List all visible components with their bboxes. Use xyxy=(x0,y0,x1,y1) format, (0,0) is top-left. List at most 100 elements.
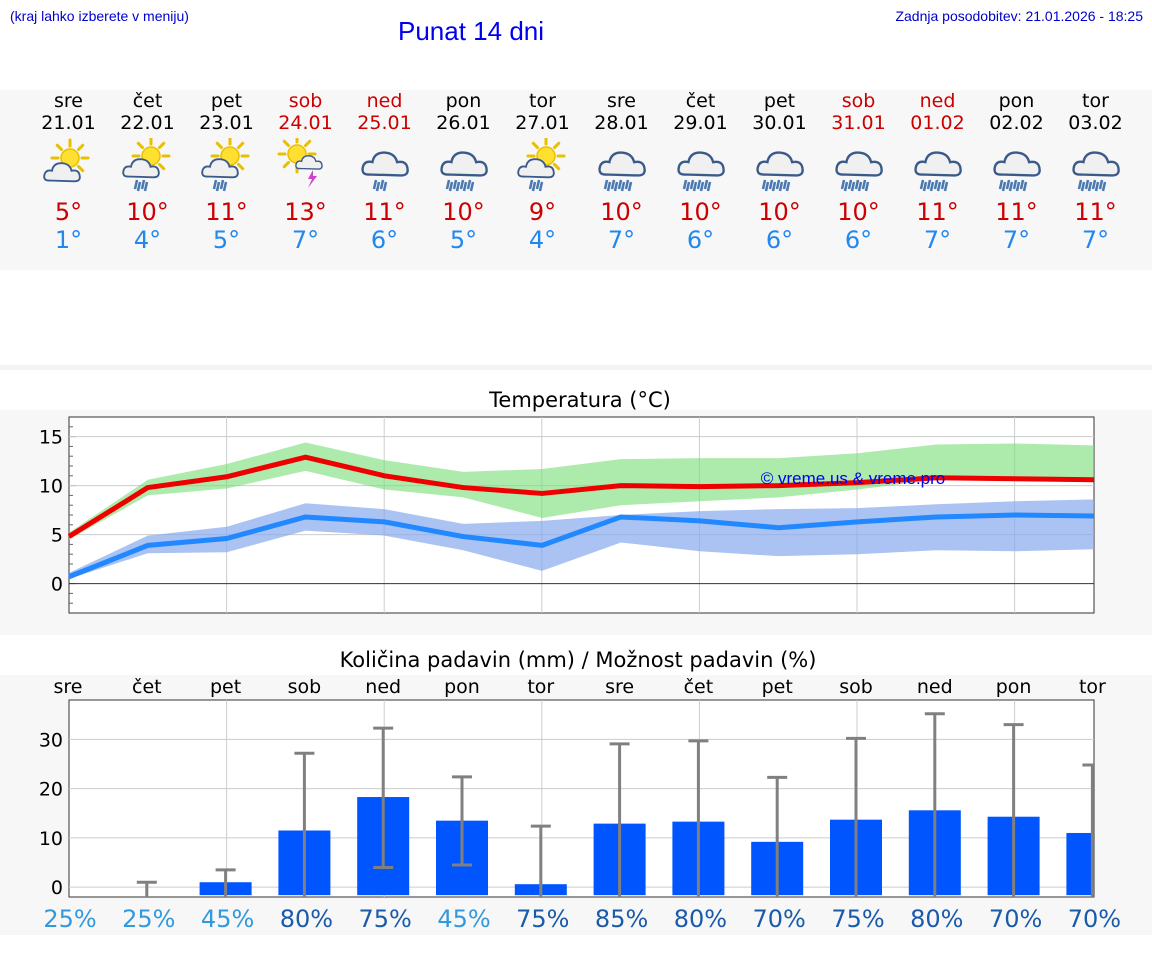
x-tick-label: pon xyxy=(444,676,480,698)
min-temp: 4° xyxy=(133,226,162,254)
rain-drop xyxy=(782,179,787,190)
day-forecast: ned 01.02 11° 7° xyxy=(898,90,977,254)
sun-ray xyxy=(136,141,144,150)
rain-drop xyxy=(692,181,697,192)
rain-drop xyxy=(775,179,780,190)
cloud xyxy=(360,151,409,177)
cloud-heavy-rain-icon xyxy=(1071,151,1120,192)
day-name: ned xyxy=(366,90,403,112)
cloud xyxy=(439,151,488,177)
sun-cloud-rain-icon xyxy=(200,138,249,192)
rain-drop xyxy=(922,181,927,192)
precip-bar xyxy=(1066,832,1094,896)
day-name: ned xyxy=(919,90,956,112)
cloud-heavy-rain-icon xyxy=(755,151,804,192)
rain-drop xyxy=(771,181,776,192)
precip-probability: 85% xyxy=(595,905,648,933)
day-forecast: pon 02.02 11° 7° xyxy=(977,90,1056,254)
max-temp: 11° xyxy=(916,198,959,226)
rain-drop xyxy=(455,181,460,192)
sun-ray xyxy=(236,162,244,171)
rain-drop xyxy=(222,181,227,192)
day-forecast: čet 22.01 10° 4° xyxy=(108,90,187,254)
sun-ray xyxy=(282,139,290,148)
max-temp: 9° xyxy=(528,198,557,226)
min-temp: 5° xyxy=(449,226,478,254)
x-tick-label: sob xyxy=(839,676,873,698)
day-date: 02.02 xyxy=(989,112,1044,134)
sun-cloud-thunder-icon xyxy=(277,138,323,188)
cloud-shape xyxy=(200,158,239,179)
sun xyxy=(50,138,89,178)
min-temp: 5° xyxy=(212,226,241,254)
sun-cloud-rain-icon xyxy=(121,138,170,192)
y-tick-label: 20 xyxy=(39,779,63,801)
max-temp: 11° xyxy=(363,198,406,226)
precip-probability: 45% xyxy=(437,905,490,933)
cloud xyxy=(294,155,323,170)
sun-ray xyxy=(76,164,84,173)
max-temp: 10° xyxy=(679,198,722,226)
day-name: čet xyxy=(132,90,163,112)
rain-drop xyxy=(1019,179,1024,190)
rain-drop xyxy=(933,179,938,190)
max-temp: 11° xyxy=(995,198,1038,226)
rain-drop xyxy=(785,181,790,192)
precip-probability: 80% xyxy=(910,905,963,933)
rain-drop xyxy=(448,181,453,192)
sun-cloud-rain-icon xyxy=(516,138,565,192)
sun-ray xyxy=(552,162,560,171)
cloud-shape xyxy=(834,151,883,177)
x-tick-label: pet xyxy=(762,676,793,698)
rain-drop xyxy=(1094,181,1099,192)
cloud-rain-icon xyxy=(360,151,409,192)
rain-drop xyxy=(864,181,869,192)
cloud-shape xyxy=(913,151,962,177)
max-temp: 13° xyxy=(284,198,327,226)
precip-probability: 25% xyxy=(43,905,96,933)
cloud-shape xyxy=(121,158,160,179)
day-forecast: ned 25.01 11° 6° xyxy=(345,90,424,254)
rain-drop xyxy=(133,179,138,190)
rain-drop xyxy=(613,181,618,192)
sun-ray xyxy=(157,162,165,171)
precip-probability: 75% xyxy=(359,905,412,933)
rain-drop xyxy=(459,179,464,190)
min-temp: 6° xyxy=(370,226,399,254)
day-name: čet xyxy=(685,90,716,112)
rain-drop xyxy=(1077,179,1082,190)
min-temp: 7° xyxy=(291,226,320,254)
rain-drop xyxy=(1005,179,1010,190)
cloud xyxy=(597,151,646,177)
max-temp-line xyxy=(67,454,1095,539)
rain-drop xyxy=(140,179,145,190)
rain-drop xyxy=(850,181,855,192)
day-date: 27.01 xyxy=(515,112,570,134)
rain-drop xyxy=(379,179,384,190)
x-tick-label: čet xyxy=(684,676,714,698)
temperature-chart: Temperatura (°C) 0 5 10 15 © vreme.us & vreme… xyxy=(0,388,1152,635)
sun-ray xyxy=(531,141,539,150)
page-title: Punat 14 dni xyxy=(398,16,545,46)
min-temp: 4° xyxy=(528,226,557,254)
rain-drop xyxy=(936,181,941,192)
y-tick-label: 0 xyxy=(51,877,63,899)
precip-probability: 70% xyxy=(989,905,1042,933)
day-name: sre xyxy=(54,90,83,112)
x-tick-label: ned xyxy=(365,676,401,698)
sun-ray xyxy=(55,143,63,152)
max-temp: 10° xyxy=(600,198,643,226)
rain-drop xyxy=(610,179,615,190)
day-date: 31.01 xyxy=(831,112,886,134)
rain-drop xyxy=(1084,179,1089,190)
rain-drop xyxy=(627,181,632,192)
cloud-heavy-rain-icon xyxy=(597,151,646,192)
min-temp: 7° xyxy=(1002,226,1031,254)
rain-drop xyxy=(682,179,687,190)
x-tick-label: sob xyxy=(288,676,322,698)
cloud-shape xyxy=(294,155,323,170)
rain-drop xyxy=(943,181,948,192)
day-name: sre xyxy=(607,90,636,112)
rain-drop xyxy=(1098,179,1103,190)
rain-drop xyxy=(1001,181,1006,192)
